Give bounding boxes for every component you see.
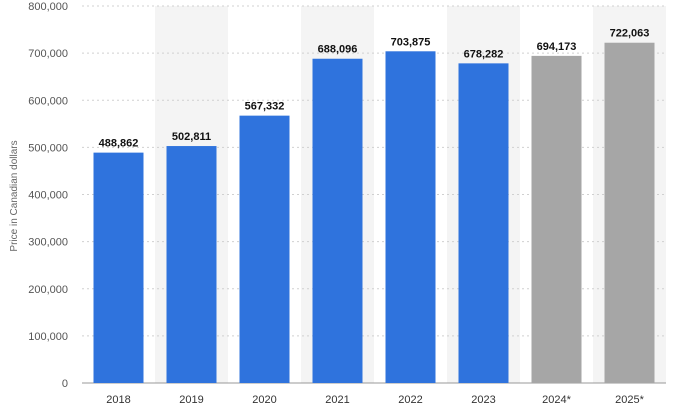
data-label: 722,063 [610, 28, 650, 40]
data-labels: 488,862 502,811 567,332 688,096 703,875 678,2… [99, 28, 650, 150]
data-label: 688,096 [318, 44, 358, 56]
y-tick-label: 100,000 [28, 331, 68, 343]
bars [93, 42, 655, 384]
y-tick-label: 300,000 [28, 237, 68, 249]
data-label: 502,811 [172, 131, 211, 143]
bar-2021 [312, 58, 363, 383]
y-tick-label: 0 [62, 378, 68, 390]
y-tick-label: 700,000 [28, 48, 68, 60]
data-label: 567,332 [245, 101, 285, 113]
data-label: 678,282 [464, 48, 504, 60]
x-tick-label: 2024* [542, 394, 571, 406]
y-tick-label: 200,000 [28, 284, 68, 296]
bar-2023 [458, 63, 509, 383]
y-axis-ticks: 0 100,000 200,000 300,000 400,000 500,000 600,… [28, 1, 68, 390]
y-tick-label: 800,000 [28, 1, 68, 13]
x-tick-label: 2023 [471, 394, 495, 406]
x-tick-label: 2025* [615, 394, 644, 406]
x-tick-label: 2022 [398, 394, 422, 406]
y-tick-label: 500,000 [28, 142, 68, 154]
x-tick-label: 2018 [106, 394, 130, 406]
bar-2025-forecast [604, 42, 655, 383]
x-tick-label: 2020 [252, 394, 276, 406]
y-tick-label: 400,000 [28, 190, 68, 202]
x-axis-ticks: 2018 2019 2020 2021 2022 2023 2024* 2025* [106, 394, 644, 406]
data-label: 488,862 [99, 138, 139, 150]
x-tick-label: 2019 [179, 394, 203, 406]
data-label: 703,875 [391, 36, 431, 48]
bar-2018 [93, 152, 144, 383]
y-axis-label: Price in Canadian dollars [9, 140, 20, 251]
bar-2020 [239, 115, 290, 383]
bar-2024-forecast [531, 55, 582, 384]
data-label: 694,173 [537, 41, 577, 53]
x-tick-label: 2021 [325, 394, 349, 406]
y-tick-label: 600,000 [28, 95, 68, 107]
bar-2022 [385, 51, 436, 384]
bar-2019 [166, 146, 217, 383]
